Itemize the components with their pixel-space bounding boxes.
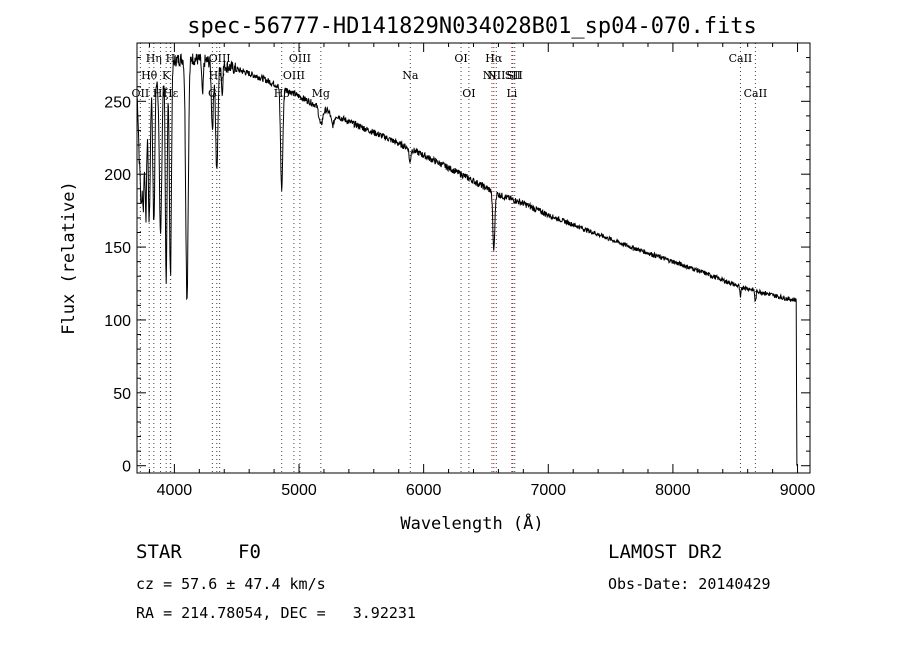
y-tick-label: 0 [122,459,131,476]
y-tick-label: 50 [113,386,131,403]
spectral-line-label: CaII [744,87,768,100]
y-axis-label: Flux (relative) [59,181,79,335]
x-axis-ticks: 4000 5000 6000 7000 8000 9000 [148,43,816,499]
x-tick-label: 7000 [530,482,566,499]
x-tick-label: 8000 [655,482,691,499]
y-tick-label: 150 [104,240,131,257]
x-axis-label: Wavelength (Å) [400,512,543,534]
spectral-line-label: OII [132,87,150,100]
spectrum-series-line [136,53,798,466]
x-tick-label: 6000 [406,482,442,499]
subclass-label: F0 [238,541,261,563]
obs-date-text: Obs-Date: 20140429 [608,575,771,593]
spectral-line-label: Hη [146,52,162,65]
spectral-line-label: OIII [283,69,305,82]
spectral-line-label: Hε [163,87,179,100]
spectral-line-label: SII [507,69,523,82]
y-tick-label: 200 [104,167,131,184]
x-tick-label: 9000 [780,482,816,499]
spectral-line-label: OIII [289,52,311,65]
y-tick-label: 250 [104,94,131,111]
class-label: STAR [136,541,182,563]
chart-title: spec-56777-HD141829N034028B01_sp04-070.f… [187,14,757,39]
redshift-text: cz = 57.6 ± 47.4 km/s [136,575,326,593]
spectral-line-label: SII [505,69,521,82]
spectral-line-label: K [162,69,171,82]
spectral-line-label: Li [506,87,517,100]
spectral-line-label: OI [454,52,467,65]
spectral-line-label: Mg [312,87,330,100]
spectral-line-label: OI [462,87,475,100]
y-axis-ticks: 0 50 100 150 200 250 [104,57,810,476]
spectral-line-label: Hα [485,52,503,65]
spectral-line-label: CaII [729,52,753,65]
spectral-line-label: OIII [209,52,231,65]
coords-text: RA = 214.78054, DEC = 3.92231 [136,604,416,622]
x-tick-label: 4000 [157,482,193,499]
plot-frame [136,42,811,474]
x-tick-label: 5000 [281,482,317,499]
spectral-line-label: H [166,52,176,65]
spectral-line-label: NII [483,69,501,82]
spectral-line-label: Na [402,69,419,82]
y-tick-label: 100 [104,313,131,330]
spectral-line-label: NII [487,69,505,82]
survey-label: LAMOST DR2 [608,541,723,563]
spectral-line-label: G [208,87,217,100]
spectral-line-label: Hθ [141,69,158,82]
